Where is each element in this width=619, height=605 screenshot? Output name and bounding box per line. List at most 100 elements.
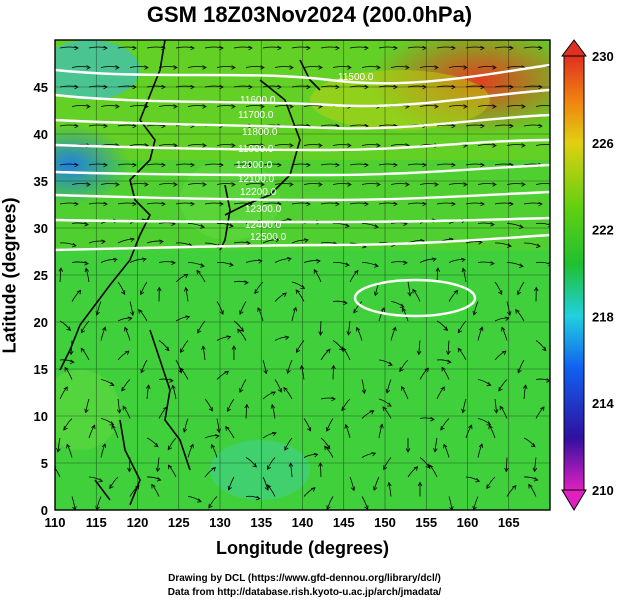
streamline — [320, 320, 322, 336]
streamline-arrowhead — [335, 84, 340, 90]
streamline — [175, 85, 195, 88]
streamline-arrowhead — [296, 348, 301, 353]
streamline-arrowhead — [492, 182, 497, 187]
streamline-arrowhead — [173, 182, 178, 187]
streamline — [175, 163, 195, 166]
streamline-arrowhead — [387, 481, 392, 487]
streamline — [506, 105, 526, 107]
streamline — [274, 105, 294, 107]
streamline-arrowhead — [509, 201, 514, 207]
streamline — [88, 202, 108, 205]
streamline — [227, 398, 235, 412]
streamline-arrowhead — [313, 452, 319, 458]
colorbar-tick-label: 214 — [592, 396, 614, 411]
streamline-arrowhead — [76, 289, 82, 295]
streamline-arrowhead — [335, 45, 340, 51]
streamline-arrowhead — [499, 405, 504, 411]
x-tick-label: 145 — [333, 515, 355, 530]
streamline-arrowhead — [132, 201, 137, 207]
streamline-arrowhead — [219, 45, 224, 51]
streamline-arrowhead — [480, 84, 485, 90]
streamline — [465, 124, 485, 127]
streamline-arrowhead — [486, 484, 491, 489]
streamline — [332, 365, 335, 380]
streamline-arrowhead — [519, 224, 524, 229]
streamline-arrowhead — [344, 423, 349, 429]
streamline — [262, 85, 282, 88]
streamline-arrowhead — [127, 467, 132, 473]
streamline-arrowhead — [432, 257, 437, 262]
y-tick-label: 35 — [34, 174, 48, 189]
streamline — [146, 124, 166, 127]
streamline-arrowhead — [289, 104, 294, 109]
streamline-arrowhead — [161, 201, 166, 207]
y-tick-label: 45 — [34, 80, 48, 95]
streamline-arrowhead — [347, 143, 352, 148]
streamline — [117, 85, 137, 88]
streamline-arrowhead — [441, 366, 446, 372]
streamline-arrowhead — [124, 350, 130, 356]
streamline — [303, 418, 311, 431]
streamline-arrowhead — [248, 84, 253, 90]
streamline — [349, 202, 369, 205]
streamline — [216, 418, 220, 433]
streamline-arrowhead — [380, 307, 385, 312]
streamline — [71, 496, 76, 510]
streamline — [296, 340, 305, 353]
streamline — [274, 379, 282, 393]
streamline — [320, 202, 340, 205]
streamline-arrowhead — [310, 487, 316, 492]
streamline-arrowhead — [480, 123, 485, 129]
streamline — [436, 163, 456, 166]
streamline-arrowhead — [451, 123, 456, 129]
streamline — [245, 144, 265, 146]
streamline — [71, 183, 91, 185]
streamline — [158, 340, 170, 351]
streamline-arrowhead — [86, 182, 91, 187]
streamline-arrowhead — [422, 162, 427, 168]
streamline-arrowhead — [326, 505, 331, 510]
streamline-arrowhead — [231, 65, 236, 70]
streamline — [216, 144, 236, 146]
streamline — [262, 202, 282, 205]
streamline-arrowhead — [103, 45, 108, 51]
streamline — [465, 46, 485, 49]
streamline — [129, 301, 134, 316]
streamline — [274, 183, 294, 185]
streamline-arrowhead — [239, 388, 244, 393]
streamline — [378, 202, 398, 205]
streamline-arrowhead — [393, 45, 398, 51]
streamline — [506, 223, 524, 228]
streamline-arrowhead — [190, 45, 195, 51]
streamline — [88, 46, 108, 49]
streamline — [436, 85, 456, 88]
streamline-arrowhead — [190, 201, 195, 207]
plot-frame — [54, 39, 551, 511]
streamline — [348, 320, 351, 335]
streamline-arrowhead — [463, 65, 468, 70]
streamline — [63, 418, 73, 431]
streamline-arrowhead — [102, 326, 107, 332]
streamline — [494, 85, 514, 88]
y-tick-label: 10 — [34, 409, 48, 424]
streamline — [523, 202, 543, 205]
streamline-arrowhead — [550, 66, 554, 70]
streamline-arrowhead — [155, 467, 161, 473]
contour-label: 11800.0 — [242, 127, 278, 138]
x-tick-label: 120 — [127, 515, 149, 530]
streamline-arrowhead — [95, 310, 100, 316]
streamline — [361, 496, 369, 510]
streamline — [448, 183, 468, 185]
streamline-arrowhead — [486, 381, 492, 387]
streamline-arrowhead — [530, 442, 536, 448]
streamline-arrowhead — [550, 183, 554, 187]
streamline-arrowhead — [289, 182, 294, 187]
streamline-arrowhead — [521, 182, 526, 187]
streamline-arrowhead — [140, 368, 145, 374]
streamline-arrowhead — [229, 223, 234, 228]
streamline-arrowhead — [116, 409, 122, 414]
streamline — [390, 144, 410, 146]
streamline-arrowhead — [478, 240, 483, 245]
streamline-arrowhead — [399, 303, 405, 308]
streamline — [361, 262, 379, 267]
